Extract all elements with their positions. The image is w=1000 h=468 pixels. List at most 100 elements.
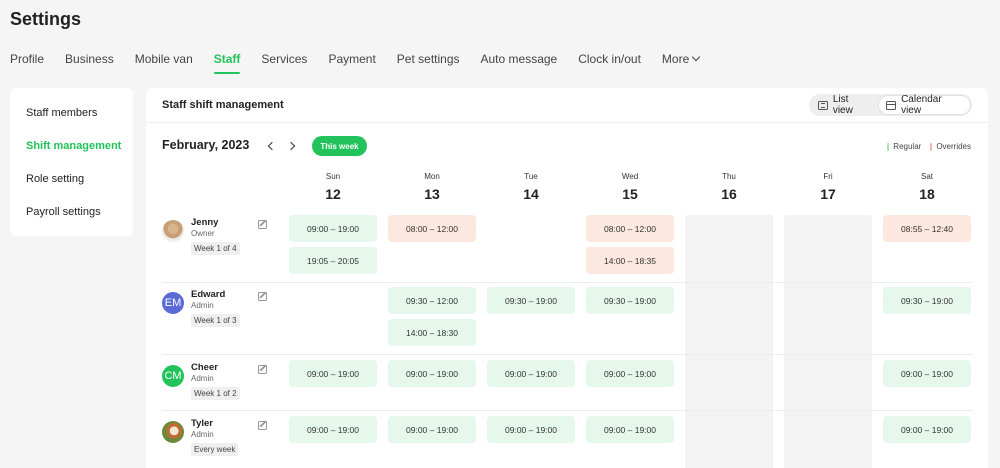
list-view-button[interactable]: List view	[811, 94, 877, 116]
shift-block-regular[interactable]: 09:00 – 19:00	[487, 360, 575, 387]
shift-block-regular[interactable]: 14:00 – 18:30	[388, 319, 476, 346]
next-week-chevron-right-icon[interactable]	[285, 138, 301, 154]
day-number: 12	[325, 186, 341, 202]
shift-block-regular[interactable]: 09:30 – 19:00	[586, 287, 674, 314]
tab-payment[interactable]: Payment	[328, 52, 375, 76]
day-header: Mon 13	[388, 172, 476, 202]
day-number: 16	[721, 186, 737, 202]
calendar-icon	[886, 100, 897, 110]
day-number: 13	[424, 186, 440, 202]
legend-swatch	[930, 142, 933, 151]
tab-label: Payment	[328, 52, 376, 66]
day-of-week: Fri	[823, 172, 833, 181]
panel-title: Staff shift management	[162, 99, 284, 111]
day-header: Wed 15	[586, 172, 674, 202]
shift-block-regular[interactable]: 09:30 – 19:00	[883, 287, 971, 314]
shift-block-regular[interactable]: 19:05 – 20:05	[289, 247, 377, 274]
tab-label: More	[661, 52, 690, 66]
shift-block-override[interactable]: 14:00 – 18:35	[586, 247, 674, 274]
edit-icon[interactable]	[258, 220, 267, 229]
tab-label: Staff	[213, 52, 241, 66]
tab-more[interactable]: More	[661, 52, 701, 76]
calendar-view-label: Calendar view	[901, 94, 942, 116]
shift-block-regular[interactable]: 09:30 – 19:00	[487, 287, 575, 314]
shift-block-regular[interactable]: 09:00 – 19:00	[586, 416, 674, 443]
side-item-staff-members[interactable]: Staff members	[26, 107, 98, 119]
staff-role: Admin	[191, 374, 214, 383]
avatar: EM	[162, 292, 184, 314]
edit-icon[interactable]	[258, 421, 267, 430]
settings-tabs: Profile Business Mobile van Staff Servic…	[10, 52, 720, 76]
tab-business[interactable]: Business	[65, 52, 114, 76]
prev-week-chevron-left-icon[interactable]	[263, 138, 279, 154]
tab-label: Clock in/out	[578, 52, 641, 66]
shift-block-regular[interactable]: 09:00 – 19:00	[883, 416, 971, 443]
day-number: 14	[523, 186, 539, 202]
tab-staff[interactable]: Staff	[213, 52, 241, 76]
shift-block-override[interactable]: 08:00 – 12:00	[388, 215, 476, 242]
legend-item-overrides: Overrides	[930, 142, 971, 151]
day-header: Thu 16	[685, 172, 773, 202]
panel-header: Staff shift management List view Calenda…	[146, 88, 988, 123]
shift-block-override[interactable]: 08:00 – 12:00	[586, 215, 674, 242]
shift-management-panel: Staff shift management List view Calenda…	[146, 88, 988, 468]
shift-block-regular[interactable]: 09:00 – 19:00	[586, 360, 674, 387]
edit-icon[interactable]	[258, 292, 267, 301]
legend-label: Overrides	[936, 142, 971, 151]
staff-side-menu: Staff members Shift management Role sett…	[10, 88, 133, 236]
view-toggle: List view Calendar view	[809, 94, 972, 116]
staff-name: Jenny	[191, 217, 219, 228]
side-item-role-setting[interactable]: Role setting	[26, 173, 85, 185]
tab-label: Auto message	[480, 52, 558, 66]
tab-auto-message[interactable]: Auto message	[481, 52, 558, 76]
day-of-week: Wed	[621, 172, 639, 181]
shift-block-override[interactable]: 08:55 – 12:40	[883, 215, 971, 242]
calendar-view-button[interactable]: Calendar view	[879, 94, 970, 116]
side-item-payroll-settings[interactable]: Payroll settings	[26, 206, 101, 218]
day-header: Tue 14	[487, 172, 575, 202]
staff-name: Edward	[191, 289, 226, 300]
staff-role: Admin	[191, 301, 214, 310]
row-divider	[162, 410, 972, 411]
staff-week: Week 1 of 3	[191, 314, 240, 327]
side-item-shift-management[interactable]: Shift management	[26, 140, 122, 152]
shift-block-regular[interactable]: 09:00 – 19:00	[388, 416, 476, 443]
day-of-week: Thu	[722, 172, 736, 181]
day-off-column	[685, 215, 773, 468]
day-of-week: Sun	[325, 172, 341, 181]
tab-profile[interactable]: Profile	[10, 52, 44, 76]
page-title: Settings	[10, 9, 82, 29]
shift-block-regular[interactable]: 09:30 – 12:00	[388, 287, 476, 314]
day-header: Sun 12	[289, 172, 377, 202]
this-week-button[interactable]: This week	[312, 136, 367, 156]
avatar	[162, 421, 184, 443]
tab-services[interactable]: Services	[261, 52, 307, 76]
shift-block-regular[interactable]: 09:00 – 19:00	[388, 360, 476, 387]
legend-swatch	[887, 142, 890, 151]
staff-week: Every week	[191, 443, 239, 456]
row-divider	[162, 354, 972, 355]
shift-block-regular[interactable]: 09:00 – 19:00	[883, 360, 971, 387]
shift-block-regular[interactable]: 09:00 – 19:00	[487, 416, 575, 443]
avatar: CM	[162, 365, 184, 387]
day-of-week: Mon	[424, 172, 440, 181]
tab-mobile-van[interactable]: Mobile van	[135, 52, 193, 76]
tab-label: Services	[261, 52, 308, 66]
day-of-week: Sat	[920, 172, 933, 181]
tab-label: Mobile van	[134, 52, 193, 66]
edit-icon[interactable]	[258, 365, 267, 374]
day-number: 17	[820, 186, 836, 202]
legend-label: Regular	[893, 142, 922, 151]
shift-block-regular[interactable]: 09:00 – 19:00	[289, 360, 377, 387]
tab-clock-in-out[interactable]: Clock in/out	[578, 52, 641, 76]
shift-block-regular[interactable]: 09:00 – 19:00	[289, 416, 377, 443]
tab-pet-settings[interactable]: Pet settings	[397, 52, 460, 76]
row-divider	[162, 282, 972, 283]
tab-label: Business	[65, 52, 114, 66]
day-header: Sat 18	[883, 172, 971, 202]
staff-role: Admin	[191, 430, 214, 439]
staff-role: Owner	[191, 229, 215, 238]
tab-label: Profile	[10, 52, 45, 66]
shift-block-regular[interactable]: 09:00 – 19:00	[289, 215, 377, 242]
tab-label: Pet settings	[396, 52, 460, 66]
